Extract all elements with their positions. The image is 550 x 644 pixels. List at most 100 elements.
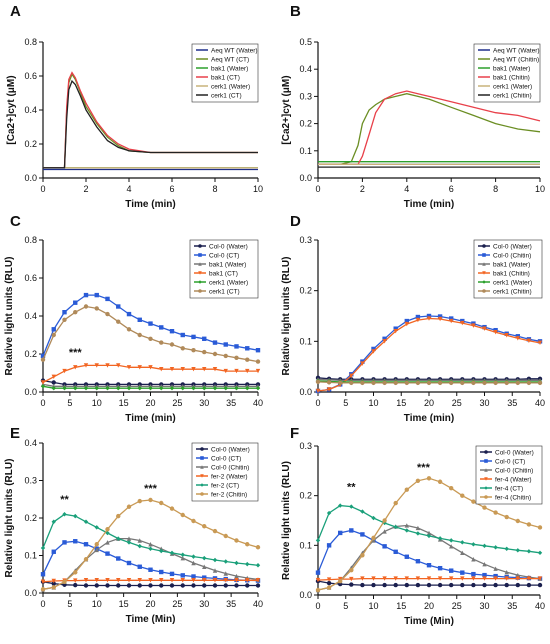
x-tick-label: 40 <box>253 398 263 408</box>
data-point <box>515 572 520 578</box>
data-point <box>493 573 498 579</box>
legend-marker <box>482 262 486 266</box>
data-point <box>159 548 164 554</box>
data-point <box>202 386 207 391</box>
x-tick-label: 15 <box>396 601 406 611</box>
x-tick-label: 8 <box>212 184 217 194</box>
chart-panel-c: C 0 5 10 15 20 25 30 35 40 0.0 0.2 0.4 0.6 0.8 Time (mi… <box>4 213 263 424</box>
legend-label: cerk1 (Water) <box>209 280 248 287</box>
data-point <box>202 367 207 372</box>
data-point <box>137 332 142 338</box>
data-point <box>371 346 376 352</box>
data-point <box>349 504 354 509</box>
data-point <box>94 583 99 588</box>
legend-box <box>189 239 259 299</box>
x-tick-label: 5 <box>343 601 348 611</box>
x-tick-label: 0 <box>40 184 45 194</box>
data-point <box>526 549 532 554</box>
data-point <box>393 326 398 331</box>
y-tick-label: 0.1 <box>24 551 37 561</box>
data-point <box>212 367 218 372</box>
x-axis-title: Time (Min) <box>404 616 454 627</box>
data-point <box>471 380 476 386</box>
data-point <box>73 300 78 305</box>
data-point <box>360 582 365 588</box>
y-tick-label: 0.0 <box>299 387 312 397</box>
data-point <box>382 380 387 386</box>
data-point <box>415 531 421 536</box>
data-point <box>415 317 421 323</box>
legend-box <box>191 43 259 103</box>
legend-label: Col-0 (CT) <box>495 459 525 466</box>
x-tick-label: 0 <box>315 398 320 408</box>
panel-label: C <box>10 213 21 230</box>
chart-panel-a: A 0 2 4 6 8 10 0.0 0.2 0.4 0.6 0.8 Time (min) [Ca2+]c… <box>6 3 263 210</box>
data-point <box>234 578 239 583</box>
data-point <box>73 578 78 583</box>
x-tick-label: 10 <box>368 601 378 611</box>
data-point <box>116 583 121 588</box>
data-point <box>426 582 432 588</box>
data-point <box>62 386 67 391</box>
y-tick-label: 0.4 <box>24 438 37 448</box>
legend-marker <box>484 468 488 472</box>
data-point <box>169 550 175 556</box>
legend-marker <box>484 450 488 454</box>
x-tick-label: 10 <box>253 184 263 194</box>
data-point <box>212 583 218 588</box>
data-point <box>515 548 520 553</box>
data-point <box>62 579 67 584</box>
data-point <box>116 513 121 519</box>
data-point <box>180 552 185 557</box>
legend-label: cerk1 (Water) <box>493 280 532 287</box>
data-point <box>349 567 354 573</box>
panel-label: A <box>10 3 21 20</box>
legend-label: bak1 (Water) <box>211 66 248 73</box>
x-tick-label: 8 <box>493 184 498 194</box>
data-point <box>126 504 132 509</box>
x-tick-label: 25 <box>172 599 182 609</box>
data-point <box>515 518 520 524</box>
legend-label: cerk1 (Chitin) <box>493 93 532 100</box>
data-point <box>404 487 409 492</box>
panel-label: B <box>290 3 301 20</box>
data-point <box>51 519 56 524</box>
legend-label: Col-0 (Water) <box>493 244 532 251</box>
data-point <box>73 365 78 370</box>
data-point <box>349 528 354 533</box>
data-point <box>126 578 132 583</box>
legend-label: cerk1 (Chitin) <box>493 289 532 296</box>
legend-marker <box>200 456 204 460</box>
panel-label: F <box>290 425 299 442</box>
data-point <box>223 578 228 583</box>
data-point <box>537 525 543 530</box>
x-tick-label: 30 <box>479 398 489 408</box>
data-point <box>537 340 543 346</box>
x-tick-label: 20 <box>424 398 434 408</box>
data-point <box>94 292 99 298</box>
data-point <box>245 542 250 547</box>
legend: Col-0 (Water) Col-0 (CT) bak1 (Water) bak1 … <box>189 239 259 299</box>
legend-box <box>473 239 543 299</box>
y-tick-label: 0.6 <box>24 273 37 283</box>
data-point <box>94 547 99 553</box>
data-point <box>126 311 132 317</box>
data-point <box>105 363 110 368</box>
x-tick-label: 15 <box>119 398 129 408</box>
data-point <box>94 363 99 368</box>
legend-label: bak1 (CT) <box>211 75 240 82</box>
data-point <box>223 571 228 576</box>
x-tick-label: 10 <box>368 398 378 408</box>
data-point <box>415 380 421 386</box>
y-axis-title: Relative light units (RLU) <box>281 461 292 580</box>
data-point <box>159 578 164 583</box>
x-tick-label: 6 <box>169 184 174 194</box>
data-point <box>191 367 196 372</box>
data-point <box>180 573 185 578</box>
data-point <box>73 582 78 588</box>
y-tick-label: 0.8 <box>24 37 37 47</box>
data-point <box>315 379 321 385</box>
data-point <box>191 560 196 566</box>
data-point <box>116 536 121 541</box>
legend-label: Col-0 (Chitin) <box>495 468 533 475</box>
